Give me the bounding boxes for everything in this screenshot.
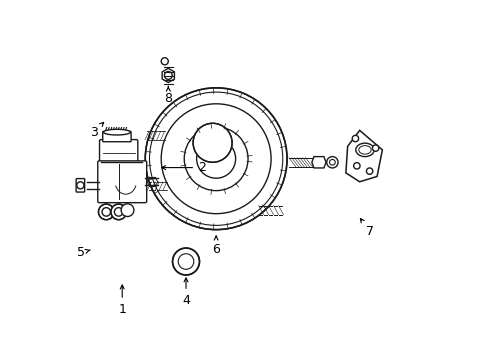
Text: 1: 1 <box>118 285 126 316</box>
Circle shape <box>372 145 378 151</box>
Circle shape <box>111 204 126 220</box>
Text: 4: 4 <box>182 278 189 307</box>
Circle shape <box>121 204 134 216</box>
Circle shape <box>326 157 337 168</box>
Text: 2: 2 <box>162 161 205 174</box>
Circle shape <box>172 248 199 275</box>
Text: 7: 7 <box>360 219 373 238</box>
Ellipse shape <box>358 145 370 154</box>
Circle shape <box>193 123 232 162</box>
Polygon shape <box>345 130 382 182</box>
Text: 3: 3 <box>90 122 103 139</box>
Circle shape <box>366 168 372 174</box>
FancyBboxPatch shape <box>100 140 138 164</box>
Text: 5: 5 <box>77 246 90 259</box>
Text: 8: 8 <box>164 86 172 105</box>
Circle shape <box>161 58 168 65</box>
Ellipse shape <box>103 129 130 135</box>
FancyBboxPatch shape <box>76 179 84 192</box>
Polygon shape <box>311 157 325 168</box>
Circle shape <box>98 204 114 220</box>
Text: 6: 6 <box>212 236 220 256</box>
FancyBboxPatch shape <box>102 131 131 142</box>
Polygon shape <box>162 68 174 82</box>
Circle shape <box>77 182 84 189</box>
Circle shape <box>351 135 358 142</box>
FancyBboxPatch shape <box>98 161 146 203</box>
Ellipse shape <box>355 143 373 157</box>
Circle shape <box>353 163 359 169</box>
Circle shape <box>145 88 286 230</box>
